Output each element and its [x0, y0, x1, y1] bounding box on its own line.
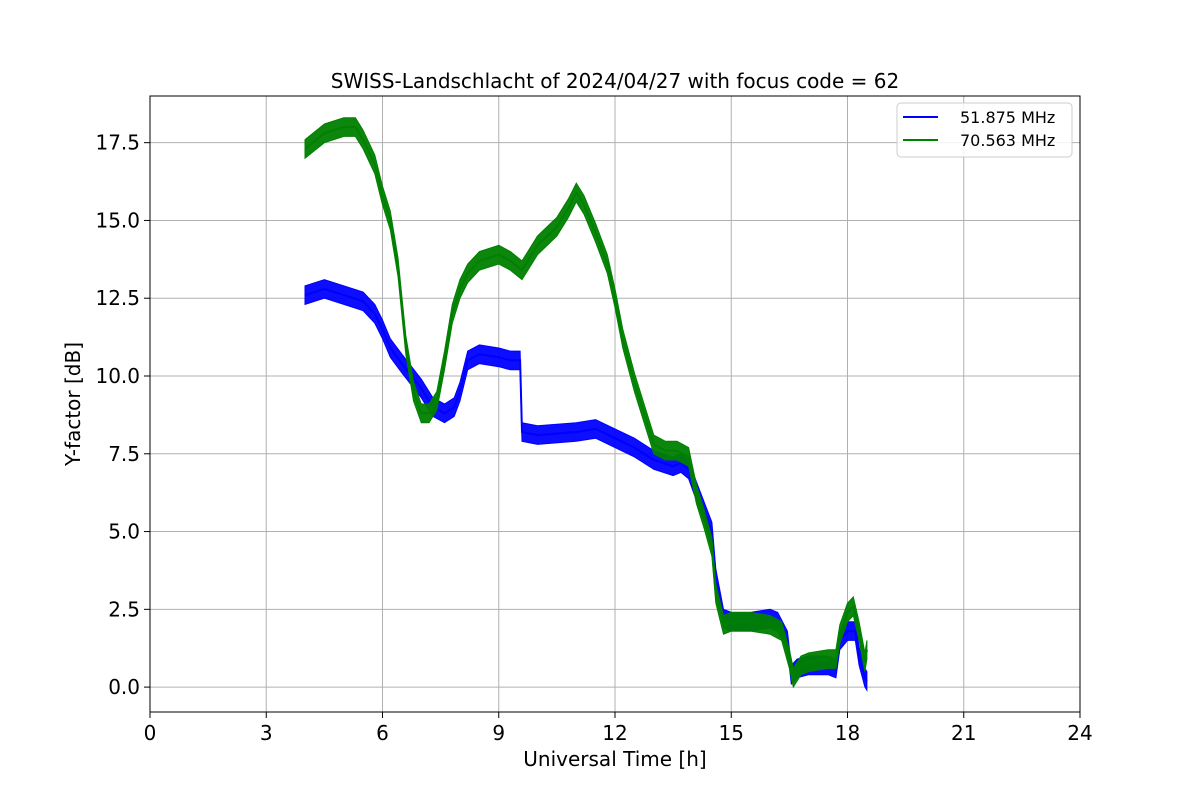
x-tick-label: 12 [602, 721, 627, 745]
y-tick-label: 17.5 [95, 131, 140, 155]
x-tick-label: 15 [719, 721, 744, 745]
y-tick-label: 0.0 [108, 675, 140, 699]
y-tick-label: 2.5 [108, 597, 140, 621]
y-axis-label: Y-factor [dB] [61, 342, 85, 467]
series-band-51-875-mhz [304, 279, 868, 692]
x-tick-label: 24 [1067, 721, 1092, 745]
chart-title: SWISS-Landschlacht of 2024/04/27 with fo… [331, 69, 899, 93]
legend-label-51-875: 51.875 MHz [960, 108, 1055, 127]
x-tick-label: 9 [492, 721, 505, 745]
x-axis-ticks: 0 3 6 9 12 15 18 21 24 [144, 712, 1093, 745]
legend: 51.875 MHz 70.563 MHz [896, 102, 1073, 158]
series-line-70-563-mhz [304, 126, 868, 681]
legend-box [896, 102, 1073, 158]
x-tick-label: 3 [260, 721, 273, 745]
y-axis-ticks: 0.0 2.5 5.0 7.5 10.0 12.5 15.0 17.5 [95, 131, 150, 699]
y-tick-label: 12.5 [95, 286, 140, 310]
x-tick-label: 21 [951, 721, 976, 745]
x-tick-label: 0 [144, 721, 157, 745]
y-tick-label: 5.0 [108, 520, 140, 544]
y-tick-label: 15.0 [95, 208, 140, 232]
series-layer [304, 117, 868, 692]
x-axis-label: Universal Time [h] [523, 747, 706, 771]
y-tick-label: 10.0 [95, 364, 140, 388]
x-tick-label: 6 [376, 721, 389, 745]
series-70-563-mhz [304, 117, 868, 689]
legend-label-70-563: 70.563 MHz [960, 131, 1055, 150]
y-tick-label: 7.5 [108, 442, 140, 466]
x-tick-label: 18 [835, 721, 860, 745]
